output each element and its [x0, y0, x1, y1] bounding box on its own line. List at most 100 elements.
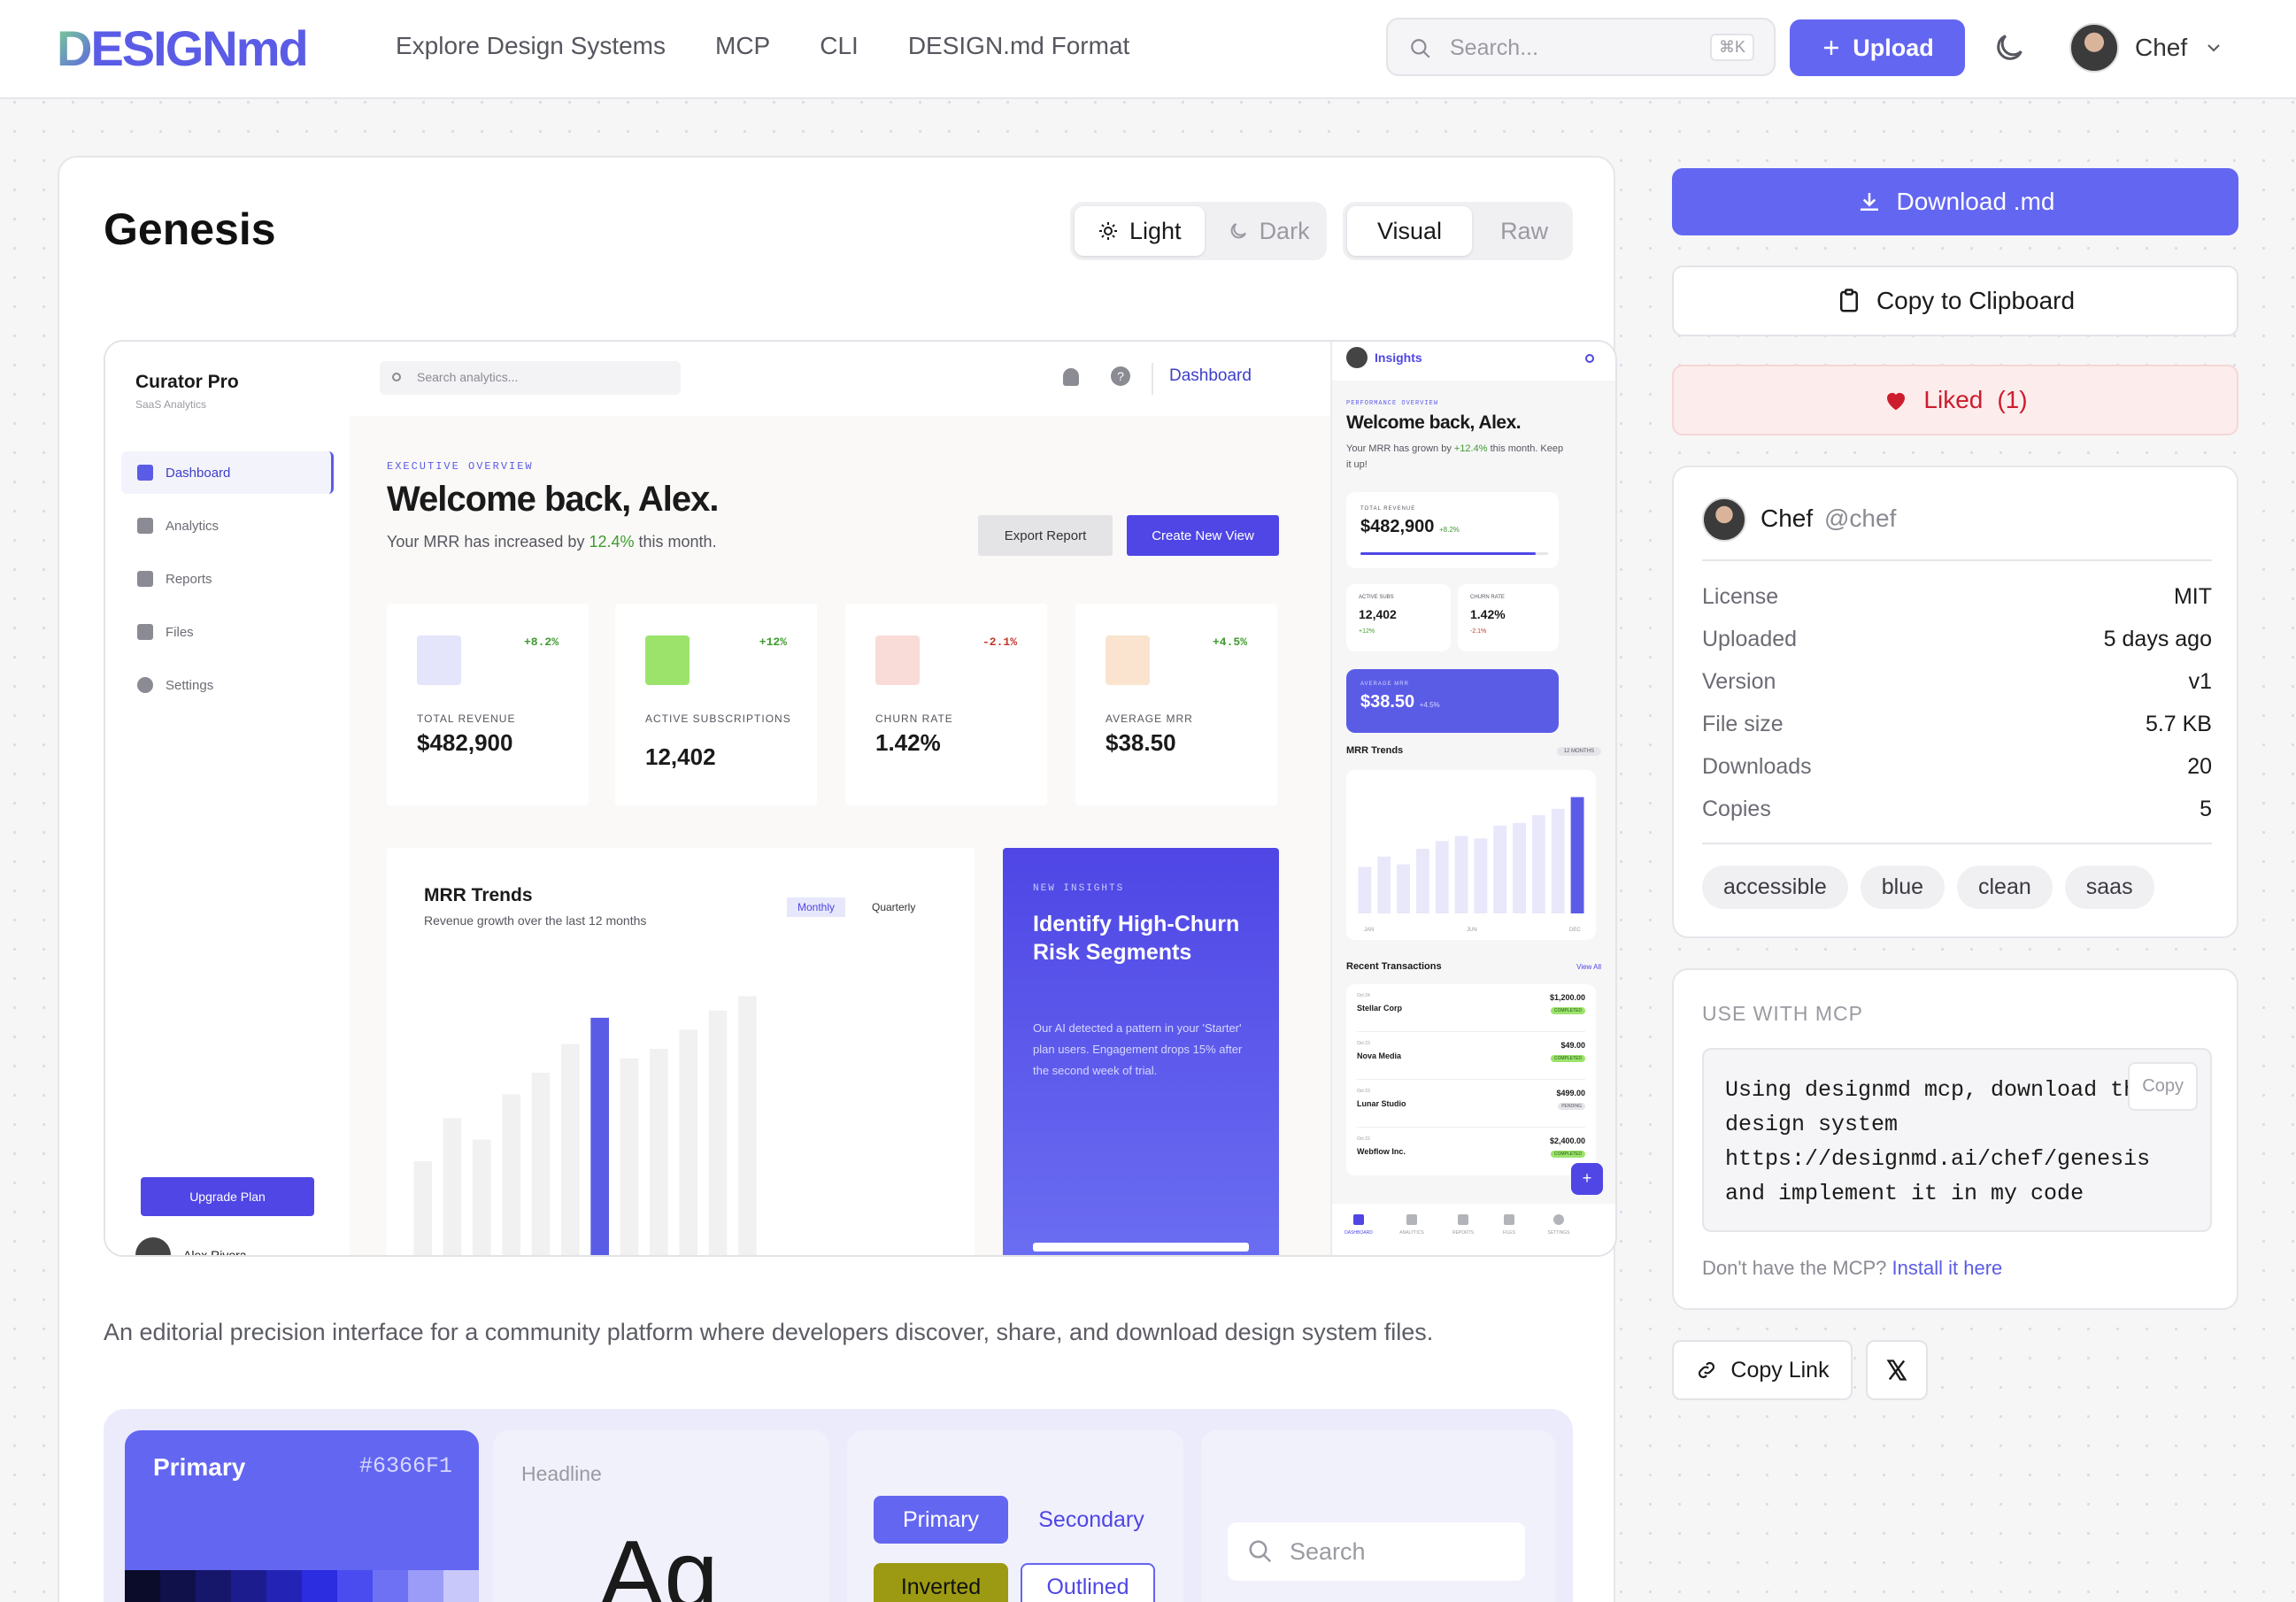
mobile-tab-files[interactable]: FILES — [1483, 1214, 1536, 1236]
preview-tab-dashboard[interactable]: Dashboard — [1169, 366, 1252, 385]
view-visual-option[interactable]: Visual — [1347, 206, 1473, 256]
mobile-revenue-progress — [1360, 552, 1548, 555]
kpi-card-subscriptions: +12% ACTIVE SUBSCRIPTIONS 12,402 — [615, 604, 817, 805]
ramp-step-1[interactable] — [125, 1570, 160, 1602]
lede-prefix: Your MRR has increased by — [387, 533, 585, 551]
search-icon[interactable] — [1585, 354, 1594, 363]
chart-tab-monthly[interactable]: Monthly — [787, 897, 846, 917]
list-item[interactable]: Oct 24 Stellar Corp $1,200.00 COMPLETED — [1357, 984, 1585, 1032]
meta-value: MIT — [2173, 584, 2212, 609]
list-item[interactable]: Oct 23 Lunar Studio $499.00 PENDING — [1357, 1080, 1585, 1128]
upload-button[interactable]: Upload — [1790, 19, 1965, 76]
preview-nav-dashboard[interactable]: Dashboard — [121, 451, 334, 494]
ramp-step-9[interactable] — [408, 1570, 443, 1602]
tag-clean[interactable]: clean — [1957, 866, 2053, 909]
preview-nav-settings[interactable]: Settings — [121, 664, 334, 706]
tag-accessible[interactable]: accessible — [1702, 866, 1848, 909]
chart-title: MRR Trends — [424, 885, 533, 905]
view-raw-option[interactable]: Raw — [1500, 217, 1549, 244]
primary-color-swatch[interactable]: Primary #6366F1 — [125, 1430, 479, 1602]
copy-to-clipboard-button[interactable]: Copy to Clipboard — [1672, 266, 2238, 336]
preview-nav-files[interactable]: Files — [121, 611, 334, 653]
insight-action-button[interactable] — [1033, 1243, 1249, 1252]
folder-icon — [137, 624, 153, 640]
preview-upgrade-button[interactable]: Upgrade Plan — [141, 1177, 314, 1216]
divider — [1702, 843, 2212, 844]
preview-eyebrow: EXECUTIVE OVERVIEW — [387, 460, 534, 473]
ramp-step-5[interactable] — [266, 1570, 302, 1602]
search-icon — [1249, 1540, 1272, 1563]
nav-link-explore[interactable]: Explore Design Systems — [396, 32, 666, 59]
mobile-tab-dashboard[interactable]: DASHBOARD — [1332, 1214, 1385, 1236]
preview-nav-analytics[interactable]: Analytics — [121, 504, 334, 547]
ramp-step-4[interactable] — [231, 1570, 266, 1602]
mobile-tab-settings[interactable]: SETTINGS — [1532, 1214, 1585, 1236]
chart-tab-quarterly[interactable]: Quarterly — [872, 901, 916, 913]
sample-primary-button[interactable]: Primary — [874, 1496, 1008, 1544]
like-button[interactable]: Liked (1) — [1672, 365, 2238, 435]
avatar — [1346, 347, 1368, 368]
preview-search-input[interactable]: Search analytics... — [380, 361, 681, 395]
mobile-mrr-bar-3 — [1397, 864, 1411, 913]
mrr-bar-3 — [473, 1139, 491, 1255]
ramp-step-2[interactable] — [160, 1570, 196, 1602]
tag-blue[interactable]: blue — [1860, 866, 1945, 909]
sample-outlined-button[interactable]: Outlined — [1021, 1563, 1155, 1602]
user-menu[interactable]: Chef — [2069, 23, 2224, 73]
install-mcp-link[interactable]: Install it here — [1892, 1257, 2003, 1279]
preview-create-button[interactable]: Create New View — [1127, 515, 1279, 556]
mobile-mrr-bar-12 — [1570, 797, 1584, 913]
preview-export-button[interactable]: Export Report — [978, 515, 1113, 556]
nav-link-format[interactable]: DESIGN.md Format — [907, 32, 1130, 59]
mobile-view-all-link[interactable]: View All — [1576, 963, 1601, 971]
design-description: An editorial precision interface for a c… — [104, 1319, 1434, 1345]
list-item[interactable]: Oct 23 Nova Media $49.00 COMPLETED — [1357, 1032, 1585, 1080]
theme-light-option[interactable]: Light — [1075, 206, 1205, 256]
download-button[interactable]: Download .md — [1672, 168, 2238, 235]
tag-saas[interactable]: saas — [2064, 866, 2154, 909]
copy-link-button[interactable]: Copy Link — [1672, 1340, 1853, 1400]
author-name[interactable]: Chef — [1761, 504, 1814, 532]
logo[interactable]: DESIGNmd — [57, 20, 309, 76]
sample-inverted-button[interactable]: Inverted — [874, 1563, 1008, 1602]
sample-secondary-button[interactable]: Secondary — [1038, 1506, 1144, 1532]
mrr-bar-5 — [531, 1073, 551, 1255]
avatar[interactable] — [1702, 497, 1746, 542]
mobile-trends-pill[interactable]: 12 MONTHS — [1556, 747, 1601, 756]
search-input[interactable]: Search... ⌘K — [1386, 18, 1776, 76]
mcp-prompt-code[interactable]: Using designmd mcp, download the design … — [1702, 1048, 2212, 1232]
theme-toggle: Light Dark — [1070, 202, 1327, 260]
list-item[interactable]: Oct 22 Webflow Inc. $2,400.00 COMPLETED — [1357, 1128, 1585, 1175]
sample-search-input[interactable]: Search — [1228, 1522, 1525, 1581]
mcp-copy-button[interactable]: Copy — [2128, 1062, 2198, 1111]
kpi-card-churn: -2.1% CHURN RATE 1.42% — [845, 604, 1047, 805]
divider — [1152, 363, 1153, 395]
share-x-button[interactable] — [1866, 1340, 1928, 1400]
top-nav: DESIGNmd Explore Design Systems MCP CLI … — [0, 0, 2296, 99]
meta-value: 20 — [2187, 754, 2212, 779]
ramp-step-10[interactable] — [443, 1570, 479, 1602]
ramp-step-8[interactable] — [373, 1570, 408, 1602]
mobile-chart-x-label: JAN — [1364, 928, 1374, 933]
author-handle[interactable]: @chef — [1824, 504, 1897, 532]
mobile-tab-analytics[interactable]: ANALYTICS — [1385, 1214, 1438, 1236]
mobile-tab-reports[interactable]: REPORTS — [1437, 1214, 1490, 1236]
theme-dark-option[interactable]: Dark — [1205, 206, 1333, 256]
help-icon[interactable]: ? — [1111, 366, 1130, 386]
bell-icon[interactable] — [1063, 368, 1079, 386]
tag-list: accessible blue clean saas — [1702, 866, 2154, 909]
buttons-swatch: Primary Secondary Inverted Outlined — [847, 1430, 1183, 1602]
ramp-step-7[interactable] — [337, 1570, 373, 1602]
ramp-step-6[interactable] — [302, 1570, 337, 1602]
mobile-chart-x-label: DEC — [1569, 928, 1581, 933]
nav-link-mcp[interactable]: MCP — [715, 32, 771, 59]
mobile-add-button[interactable]: + — [1571, 1163, 1603, 1195]
status-badge: COMPLETED — [1550, 1007, 1585, 1014]
mobile-revenue-delta: +8.2% — [1438, 526, 1460, 534]
preview-nav-reports[interactable]: Reports — [121, 558, 334, 600]
moon-icon[interactable] — [1992, 30, 2027, 65]
mobile-revenue-card: TOTAL REVENUE $482,900 +8.2% — [1346, 492, 1559, 568]
nav-link-cli[interactable]: CLI — [820, 32, 859, 59]
mobile-mrr-bar-1 — [1358, 866, 1372, 913]
ramp-step-3[interactable] — [196, 1570, 231, 1602]
